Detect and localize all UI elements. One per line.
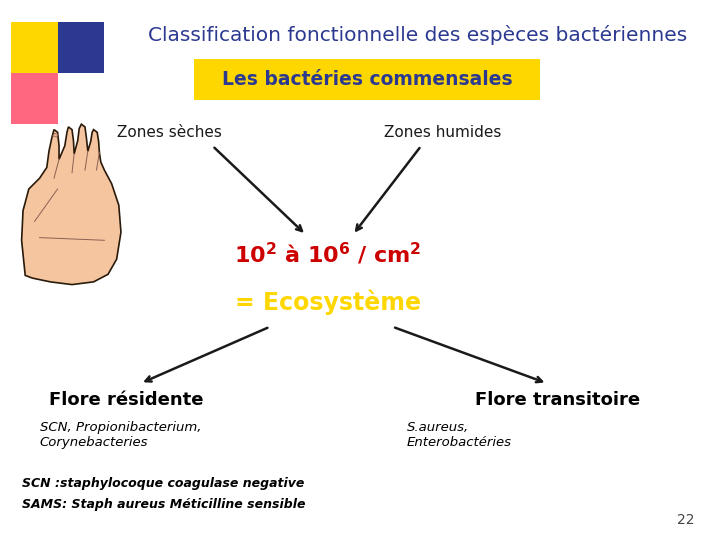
Polygon shape [22,124,121,285]
Polygon shape [53,133,58,137]
Text: Flore résidente: Flore résidente [49,390,203,409]
Bar [58,73,104,124]
Bar [11,73,58,124]
Bar [58,22,104,73]
Text: Flore transitoire: Flore transitoire [475,390,641,409]
Text: S.aureus,
Enterobactéries: S.aureus, Enterobactéries [407,421,512,449]
Bar [194,59,540,100]
Text: SCN :staphylocoque coagulase negative: SCN :staphylocoque coagulase negative [22,477,304,490]
Text: 22: 22 [678,512,695,526]
Text: = Ecosystème: = Ecosystème [235,289,420,315]
Text: SAMS: Staph aureus Méticilline sensible: SAMS: Staph aureus Méticilline sensible [22,498,305,511]
Text: Zones humides: Zones humides [384,125,502,140]
Text: Les bactéries commensales: Les bactéries commensales [222,70,513,89]
Text: SCN, Propionibacterium,
Corynebacteries: SCN, Propionibacterium, Corynebacteries [40,421,201,449]
Bar [11,22,58,73]
Text: Classification fonctionnelle des espèces bactériennes: Classification fonctionnelle des espèces… [148,25,687,45]
Text: $\mathregular{10^2}$ à $\mathregular{10^6}$ / cm$\mathregular{^2}$: $\mathregular{10^2}$ à $\mathregular{10^… [234,241,421,267]
Text: Zones sèches: Zones sèches [117,125,222,140]
